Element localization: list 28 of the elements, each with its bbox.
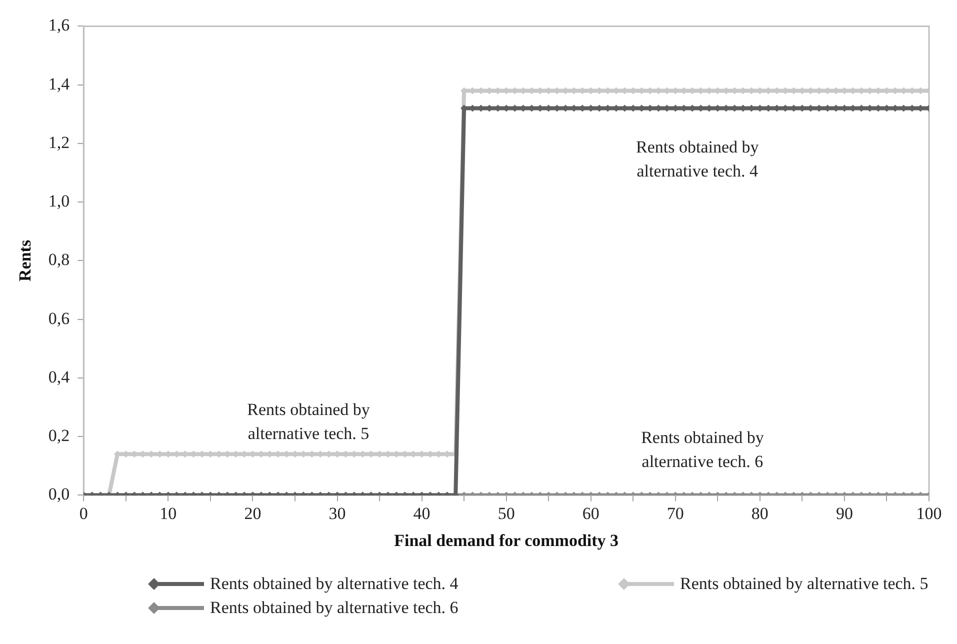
y-tick-label: 1,4 <box>48 74 70 94</box>
legend-label: Rents obtained by alternative tech. 4 <box>210 574 458 594</box>
x-tick-label: 60 <box>582 504 600 523</box>
y-tick-label: 0,6 <box>48 308 70 328</box>
x-tick-label: 90 <box>836 504 853 523</box>
legend-label: Rents obtained by alternative tech. 5 <box>680 574 928 594</box>
annotation: Rents obtained by alternative tech. 4 <box>636 137 760 180</box>
y-axis-title: Rents <box>16 240 35 282</box>
y-tick-label: 1,6 <box>48 16 70 35</box>
x-tick-label: 70 <box>666 504 684 523</box>
y-tick-label: 0,2 <box>48 426 70 446</box>
y-tick-label: 1,2 <box>48 132 70 152</box>
x-tick-label: 10 <box>160 504 177 523</box>
x-tick-label: 20 <box>244 504 262 523</box>
x-tick-label: 100 <box>916 504 942 523</box>
x-tick-label: 80 <box>751 504 768 523</box>
y-tick-label: 0,4 <box>48 367 70 386</box>
x-axis-title: Final demand for commodity 3 <box>394 531 619 550</box>
x-tick-label: 40 <box>413 504 430 523</box>
annotation: Rents obtained by alternative tech. 5 <box>247 400 370 443</box>
y-tick-label: 0,0 <box>48 484 70 504</box>
y-tick-label: 0,8 <box>48 250 70 270</box>
legend-label: Rents obtained by alternative tech. 6 <box>210 598 458 618</box>
x-tick-label: 30 <box>328 504 346 523</box>
annotation: Rents obtained by alternative tech. 6 <box>641 428 764 472</box>
y-tick-label: 1,0 <box>48 192 70 211</box>
x-tick-label: 50 <box>498 504 515 523</box>
x-tick-label: 0 <box>79 504 88 523</box>
